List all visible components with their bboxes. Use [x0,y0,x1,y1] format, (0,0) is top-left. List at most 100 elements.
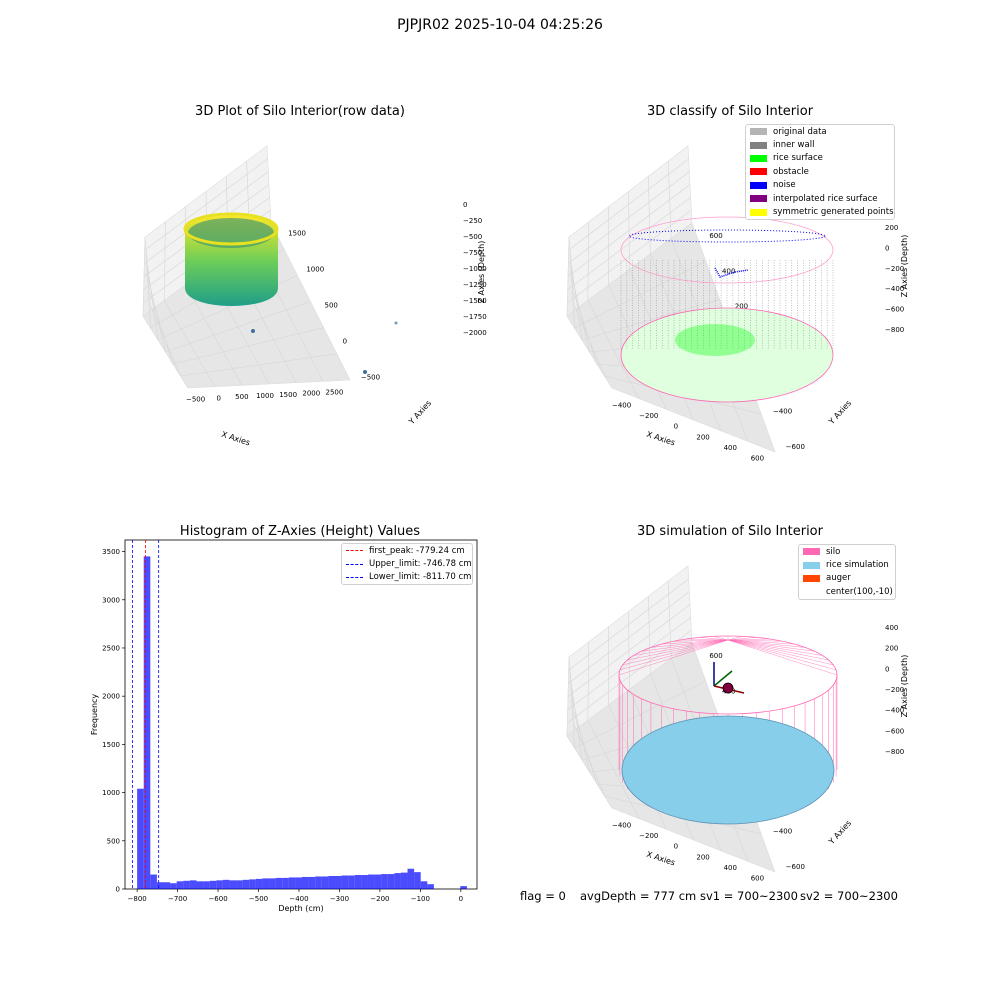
classify-legend-item: obstacle [746,165,894,178]
histogram-bar [308,876,316,889]
histogram-legend-item: Lower_limit: -811.70 cm [342,571,472,584]
x-tick-label: −400 [289,895,308,903]
histogram-bar [203,881,210,889]
legend-swatch [750,168,767,176]
legend-swatch [803,548,820,556]
classify-legend-item: rice surface [746,152,894,165]
sv2-text: sv2 = 700~2300 [800,889,898,903]
histogram-bar [387,874,395,889]
histogram-bar [302,876,309,889]
histogram-bar [334,875,342,889]
sv1-text: sv1 = 700~2300 [700,889,798,903]
legend-line-swatch [346,550,363,552]
histogram-bar [275,877,283,889]
histogram-bar [150,874,157,889]
histogram-bar [262,878,270,889]
histogram-bar [315,876,322,889]
classify-legend: original data inner wall rice surface obsta… [745,124,895,220]
histogram-bar [170,883,177,889]
x-tick-label: −800 [128,895,147,903]
histogram-bar [427,884,434,889]
legend-label: noise [773,180,796,191]
histogram-bar [189,880,197,889]
y-tick-label: 2000 [102,693,120,701]
x-tick-label: −500 [249,895,268,903]
figure-title: PJPJR02 2025-10-04 04:25:26 [397,17,603,33]
histogram-bar [288,877,296,889]
histogram-bar [407,868,415,889]
histogram-bar [321,876,329,889]
legend-label: center(100,-10) [826,586,893,597]
y-tick-label: 1000 [102,789,120,797]
histogram-bar [367,874,375,889]
histogram-bar [400,872,408,889]
legend-label: obstacle [773,166,809,177]
histogram-bar [354,875,362,889]
flag-text: flag = 0 [520,889,566,903]
classify-legend-item: symmetric generated points [746,205,894,218]
histogram-bar [348,875,355,889]
histogram-legend: first_peak: -779.24 cm Upper_limit: -746.… [341,543,473,586]
simulation-plot-title: 3D simulation of Silo Interior [637,524,823,539]
histogram-bar [374,874,382,889]
classify-legend-item: original data [746,125,894,138]
histogram-bar [460,886,467,889]
histogram-bar [137,788,144,889]
histogram-title: Histogram of Z-Axies (Height) Values [179,524,421,539]
histogram-legend-item: Upper_limit: -746.78 cm [342,557,472,570]
histogram-bar [222,879,230,889]
classify-legend-item: interpolated rice surface [746,192,894,205]
x-tick-label: −100 [411,895,430,903]
histogram-plot-area [124,539,478,890]
histogram-bar [328,875,335,889]
legend-swatch [750,181,767,189]
x-tick-label: −700 [168,895,187,903]
histogram-bar [295,877,303,889]
histogram-bar [156,882,164,889]
histogram-bar [163,882,171,889]
legend-label: rice simulation [826,560,889,571]
legend-line-swatch [346,576,363,578]
legend-swatch [750,141,767,149]
legend-label: interpolated rice surface [773,193,878,204]
histogram-bar [420,881,428,889]
histogram-legend-item: first_peak: -779.24 cm [342,544,472,557]
classify-legend-item: noise [746,179,894,192]
legend-line-swatch [346,563,363,565]
simulation-legend-item: auger [799,572,895,585]
y-tick-label: 0 [116,886,120,894]
y-tick-label: 1500 [102,741,120,749]
histogram-bar [249,879,256,889]
y-tick-label: 2500 [102,644,120,652]
histogram-bar [236,880,243,889]
legend-label: original data [773,126,827,137]
histogram-bar [196,881,204,889]
histogram-bar [414,872,421,889]
x-tick-label: −600 [208,895,227,903]
histogram-bar [361,875,368,889]
y-tick-label: 500 [107,837,120,845]
histogram-bar [216,880,223,889]
y-axis-label: Frequency [90,694,99,736]
legend-swatch [750,195,767,203]
simulation-legend-item: rice simulation [799,558,895,571]
classify-plot-title: 3D classify of Silo Interior [646,104,814,119]
histogram-bar [143,556,151,889]
histogram-bar [242,879,250,889]
histogram-bar [209,880,217,889]
y-tick-label: 3000 [102,596,120,604]
y-tick-label: 3500 [102,548,120,556]
histogram-bar [176,881,184,889]
histogram-bar [183,880,190,889]
histogram-bar [255,878,263,889]
histogram-bar [282,877,289,889]
legend-swatch [803,588,820,595]
simulation-legend-item: center(100,-10) [799,585,895,598]
avg-depth-text: avgDepth = 777 cm [580,889,697,903]
histogram-bar [381,874,388,889]
classify-legend-item: inner wall [746,138,894,151]
simulation-legend: silo rice simulation auger center(100,-10) [798,544,896,600]
legend-label: inner wall [773,140,815,151]
legend-swatch [750,154,767,162]
legend-label: Lower_limit: -811.70 cm [369,572,472,583]
